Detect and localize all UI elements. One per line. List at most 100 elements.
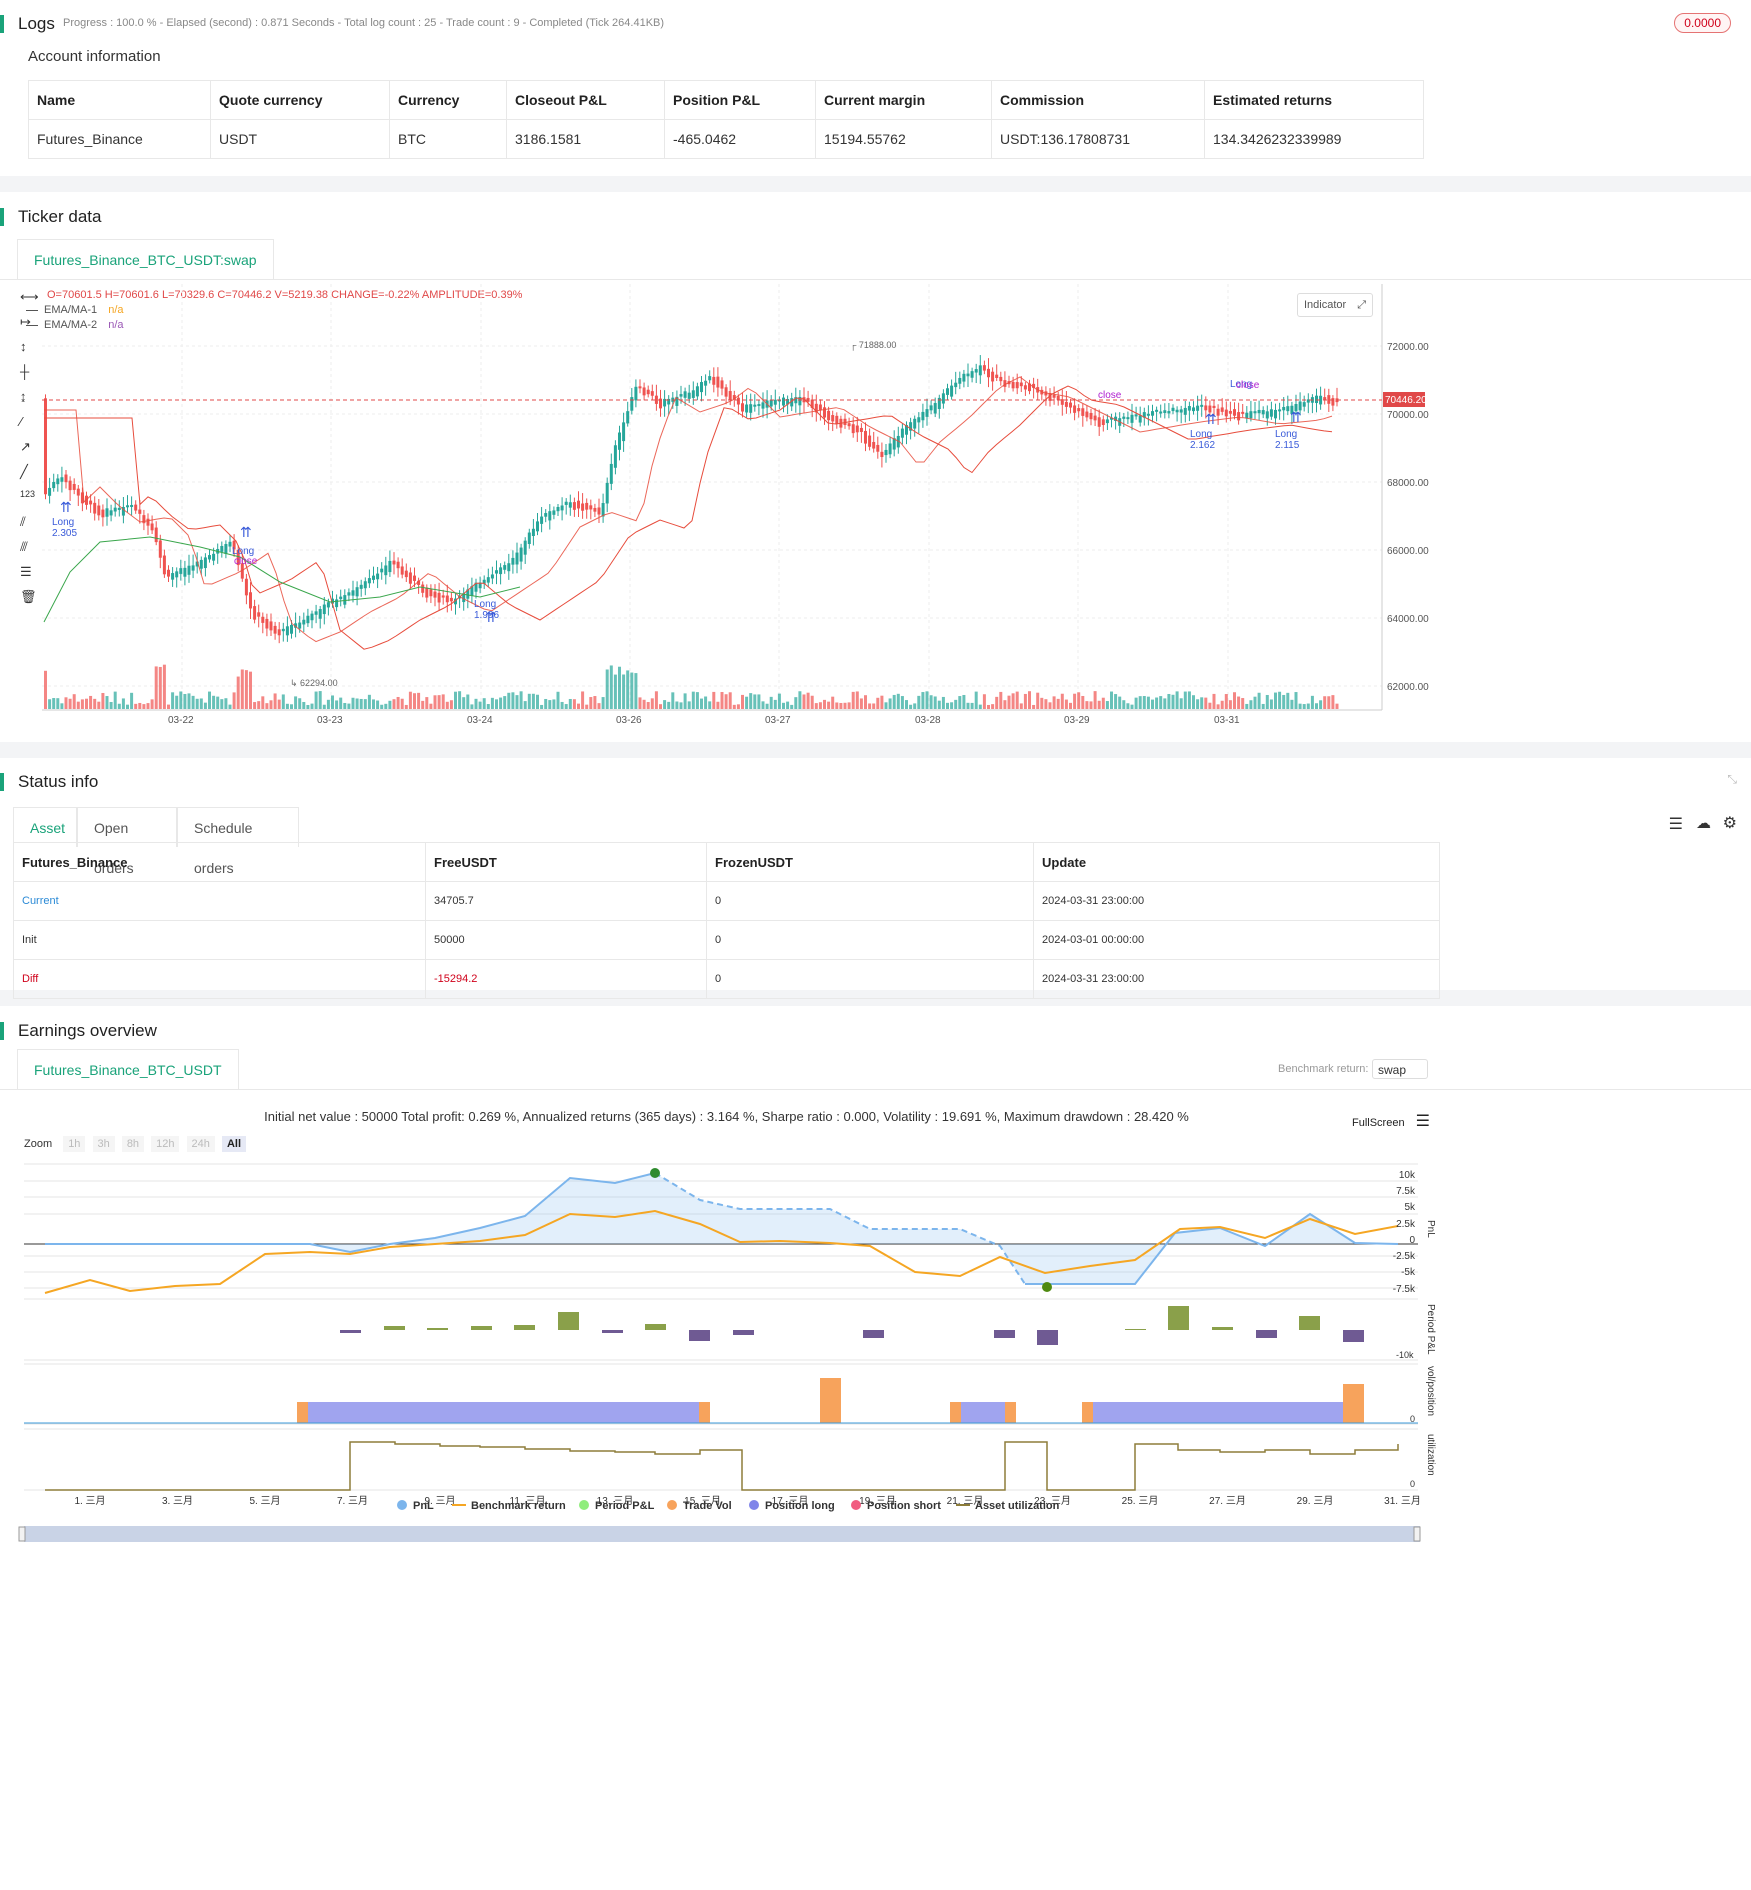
cloud-download-icon[interactable]: ☁: [1696, 815, 1711, 832]
volume-bar: [646, 702, 650, 709]
list-icon[interactable]: ☰: [1668, 816, 1683, 833]
trade-label: close: [234, 556, 258, 567]
fibonacci-retracement-tool-icon[interactable]: ☰: [20, 564, 32, 579]
menu-icon[interactable]: ☰: [1415, 1113, 1430, 1130]
horizontal-ray-tool-icon[interactable]: ↦: [20, 314, 31, 329]
candle-body: [495, 570, 498, 574]
volume-bar: [851, 691, 855, 709]
candle-body: [950, 385, 954, 397]
tab-ticker-symbol[interactable]: Futures_Binance_BTC_USDT:swap: [17, 239, 274, 279]
volume-bar: [158, 666, 162, 709]
candle-body: [892, 438, 896, 450]
segment-tool-icon[interactable]: ⁄: [20, 414, 23, 429]
volume-bar: [597, 703, 601, 709]
volume-bar: [1032, 704, 1036, 709]
candle-body: [449, 597, 453, 602]
volume-bar: [1028, 691, 1031, 709]
zoom-option-12h[interactable]: 12h: [151, 1136, 180, 1152]
candle-body: [134, 504, 138, 511]
max-point-marker: [650, 1168, 660, 1178]
candle-body: [1003, 380, 1007, 387]
volume-bar: [1155, 697, 1159, 709]
settings-gear-icon[interactable]: ⚙: [1722, 815, 1737, 832]
vol-tick: 0: [1410, 1414, 1415, 1424]
vertical-segment-tool-icon[interactable]: ↨: [20, 389, 27, 404]
indicator-button[interactable]: Indicator ⤢: [1297, 293, 1374, 317]
volume-bar: [1077, 692, 1081, 709]
volume-bar: [359, 698, 363, 709]
delete-drawings-icon[interactable]: 🗑: [20, 589, 37, 604]
fibonacci-tool-icon[interactable]: ⫻: [20, 539, 28, 554]
zoom-option-24h[interactable]: 24h: [186, 1136, 215, 1152]
zoom-option-8h[interactable]: 8h: [121, 1136, 145, 1152]
zoom-option-1h[interactable]: 1h: [63, 1136, 86, 1152]
long-arrow-icon: ⇈: [1205, 411, 1217, 427]
volume-bar: [458, 691, 462, 709]
period-bar: [471, 1326, 492, 1330]
volume-bar: [121, 698, 125, 709]
candle-body: [1233, 409, 1236, 416]
volume-bar: [1208, 702, 1212, 709]
pnl-line-dashed: [654, 1172, 1026, 1285]
zoom-option-all[interactable]: All: [221, 1136, 247, 1152]
vertical-line-tool-icon[interactable]: ↕: [20, 339, 27, 354]
tab-schedule-orders[interactable]: Schedule orders: [177, 807, 299, 876]
pnl-axis-tick: 5k: [1404, 1202, 1416, 1213]
volume-bar: [909, 704, 913, 709]
ray-tool-icon[interactable]: ↗: [20, 439, 31, 454]
volume-bar: [1146, 696, 1150, 709]
candle-body: [347, 592, 351, 596]
trade-label: Long: [1275, 429, 1297, 440]
price-line-tool-icon[interactable]: 123: [20, 489, 36, 499]
fullscreen-button[interactable]: FullScreen ☰: [1352, 1111, 1430, 1131]
volume-bar: [343, 702, 347, 709]
collapse-icon[interactable]: ⤡: [1727, 772, 1737, 786]
volume-bar: [347, 703, 351, 709]
candlestick-chart[interactable]: Long2.305LongcloseLong1.996closeLong2.16…: [0, 192, 1751, 742]
candle-body: [1069, 402, 1072, 408]
volume-bar: [941, 696, 945, 709]
volume-bar: [417, 692, 421, 709]
candle-body: [536, 521, 539, 532]
volume-bar: [929, 695, 933, 709]
tab-earnings-symbol[interactable]: Futures_Binance_BTC_USDT: [17, 1049, 239, 1089]
zoom-option-3h[interactable]: 3h: [92, 1136, 115, 1152]
parallel-channel-tool-icon[interactable]: ⫽: [20, 514, 26, 529]
volume-bar: [376, 700, 380, 709]
volume-bar: [404, 704, 408, 709]
horizontal-line-tool-icon[interactable]: ⟷: [20, 289, 39, 304]
expand-icon[interactable]: ⤢: [1357, 299, 1367, 311]
candle-body: [974, 369, 978, 373]
benchmark-select[interactable]: swap: [1372, 1059, 1428, 1079]
candle-body: [191, 565, 195, 571]
volume-bar: [1183, 691, 1187, 709]
candle-body: [925, 409, 929, 417]
volume-bar: [322, 704, 326, 709]
period-pnl-bars: [340, 1306, 1364, 1345]
date-axis-tick: 17. 三月: [772, 1495, 809, 1507]
candle-body: [855, 425, 859, 433]
cross-line-tool-icon[interactable]: ┼: [20, 364, 30, 379]
trade-size: 2.305: [52, 528, 77, 539]
straight-line-tool-icon[interactable]: ╱: [20, 464, 28, 479]
candle-body: [396, 561, 400, 569]
volume-bar: [1331, 695, 1335, 709]
earnings-chart[interactable]: 10k 7.5k 5k 2.5k 0 -2.5k -5k -7.5k: [0, 1006, 1751, 1890]
volume-bar: [126, 704, 129, 709]
tab-open-orders[interactable]: Open orders: [77, 807, 177, 876]
tab-asset[interactable]: Asset: [13, 807, 77, 847]
asset-header: Futures_Binance: [13, 842, 426, 882]
date-axis-tick: 7. 三月: [337, 1495, 368, 1507]
candle-body: [905, 425, 908, 435]
candle-body: [1327, 395, 1331, 404]
period-bar: [427, 1328, 448, 1330]
account-cell: USDT:136.17808731: [991, 119, 1205, 159]
candle-body: [105, 508, 109, 517]
volume-bar: [1044, 699, 1048, 709]
candle-body: [331, 598, 334, 604]
volume-bar: [991, 704, 995, 709]
candle-body: [89, 500, 93, 505]
volume-bar: [1302, 704, 1306, 709]
candle-body: [1142, 412, 1146, 418]
candle-body: [1126, 417, 1130, 420]
